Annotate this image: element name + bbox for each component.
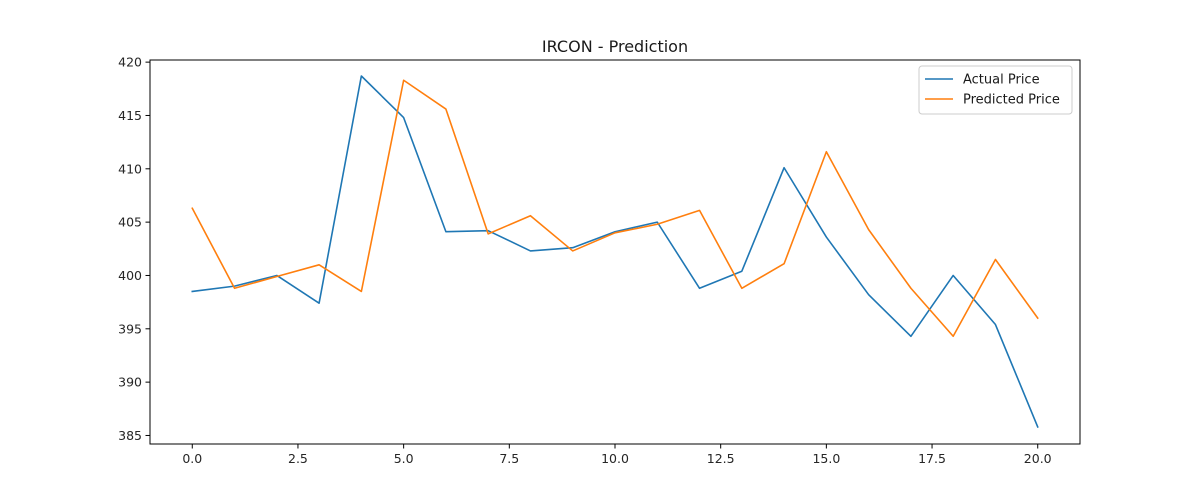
series-line-predicted-price — [191, 79, 1039, 338]
x-tick-label: 0.0 — [182, 451, 202, 466]
x-tick-label: 5.0 — [394, 451, 414, 466]
y-tick-label: 395 — [118, 321, 142, 336]
chart-title: IRCON - Prediction — [542, 37, 688, 56]
y-tick-label: 385 — [118, 428, 142, 443]
plot-frame — [149, 59, 1081, 445]
x-tick-label: 10.0 — [601, 451, 629, 466]
y-tick-label: 410 — [118, 161, 142, 176]
y-tick-label: 400 — [118, 268, 142, 283]
y-tick-label: 420 — [118, 55, 142, 70]
x-tick-label: 2.5 — [288, 451, 308, 466]
series-line-actual-price — [191, 75, 1039, 428]
y-tick-label: 405 — [118, 215, 142, 230]
y-tick-label: 390 — [118, 375, 142, 390]
legend: Actual Price Predicted Price — [918, 65, 1073, 115]
x-tick-label: 17.5 — [918, 451, 946, 466]
x-tick-label: 15.0 — [812, 451, 840, 466]
legend-box — [918, 65, 1073, 115]
y-tick-label: 415 — [118, 108, 142, 123]
legend-label: Actual Price — [963, 73, 1040, 88]
y-axis: 385 390 395 400 405 410 415 420 — [118, 55, 150, 443]
x-tick-label: 12.5 — [707, 451, 735, 466]
legend-label: Predicted Price — [963, 93, 1060, 108]
plot-lines — [191, 75, 1039, 428]
x-tick-label: 20.0 — [1024, 451, 1052, 466]
x-tick-label: 7.5 — [499, 451, 519, 466]
x-axis: 0.0 2.5 5.0 7.5 10.0 12.5 15.0 17.5 20.0 — [182, 444, 1052, 466]
